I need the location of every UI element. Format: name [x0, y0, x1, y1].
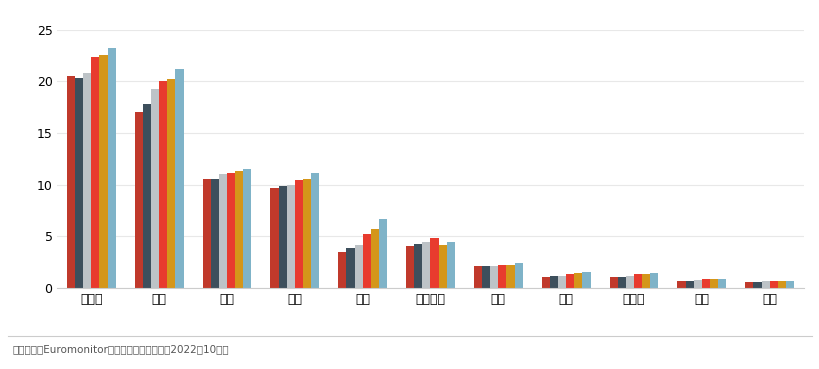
Bar: [701, 279, 709, 288]
Bar: [354, 245, 362, 288]
Bar: [295, 180, 302, 288]
Bar: [633, 275, 641, 288]
Bar: [310, 173, 319, 288]
Bar: [278, 186, 287, 288]
Bar: [550, 276, 558, 288]
Bar: [573, 273, 581, 288]
Bar: [565, 275, 573, 288]
Legend: 2016, 2017, 2018, 2019, 2020, 2021: 2016, 2017, 2018, 2019, 2020, 2021: [229, 366, 631, 369]
Bar: [676, 280, 685, 288]
Bar: [99, 55, 107, 288]
Bar: [753, 282, 761, 288]
Bar: [717, 279, 726, 288]
Bar: [625, 276, 633, 288]
Bar: [558, 276, 565, 288]
Bar: [219, 174, 227, 288]
Bar: [287, 184, 295, 288]
Bar: [473, 266, 482, 288]
Bar: [446, 242, 455, 288]
Bar: [761, 280, 769, 288]
Bar: [405, 246, 414, 288]
Bar: [641, 275, 649, 288]
Bar: [362, 234, 370, 288]
Bar: [482, 266, 490, 288]
Bar: [107, 48, 115, 288]
Bar: [151, 89, 159, 288]
Bar: [609, 277, 617, 288]
Bar: [134, 112, 143, 288]
Bar: [685, 280, 693, 288]
Bar: [227, 173, 235, 288]
Bar: [490, 266, 498, 288]
Bar: [422, 242, 430, 288]
Bar: [438, 245, 446, 288]
Bar: [143, 104, 151, 288]
Bar: [210, 179, 219, 288]
Bar: [175, 69, 183, 288]
Bar: [541, 277, 550, 288]
Bar: [67, 76, 75, 288]
Bar: [581, 272, 590, 288]
Bar: [235, 171, 243, 288]
Bar: [243, 169, 251, 288]
Bar: [167, 79, 175, 288]
Bar: [649, 273, 658, 288]
Bar: [777, 280, 785, 288]
Bar: [75, 78, 83, 288]
Bar: [346, 248, 354, 288]
Bar: [270, 187, 278, 288]
Bar: [506, 265, 514, 288]
Bar: [302, 179, 310, 288]
Bar: [693, 280, 701, 288]
Bar: [414, 244, 422, 288]
Bar: [498, 265, 506, 288]
Bar: [744, 282, 753, 288]
Bar: [709, 279, 717, 288]
Text: 資料來源：Euromonitor、摩根士丹利研究部。2022年10月。: 資料來源：Euromonitor、摩根士丹利研究部。2022年10月。: [12, 344, 229, 354]
Bar: [159, 81, 167, 288]
Bar: [202, 179, 210, 288]
Bar: [337, 252, 346, 288]
Bar: [83, 73, 91, 288]
Bar: [769, 280, 777, 288]
Bar: [430, 238, 438, 288]
Bar: [617, 277, 625, 288]
Bar: [514, 263, 523, 288]
Bar: [370, 229, 378, 288]
Bar: [785, 280, 793, 288]
Bar: [378, 218, 387, 288]
Bar: [91, 58, 99, 288]
